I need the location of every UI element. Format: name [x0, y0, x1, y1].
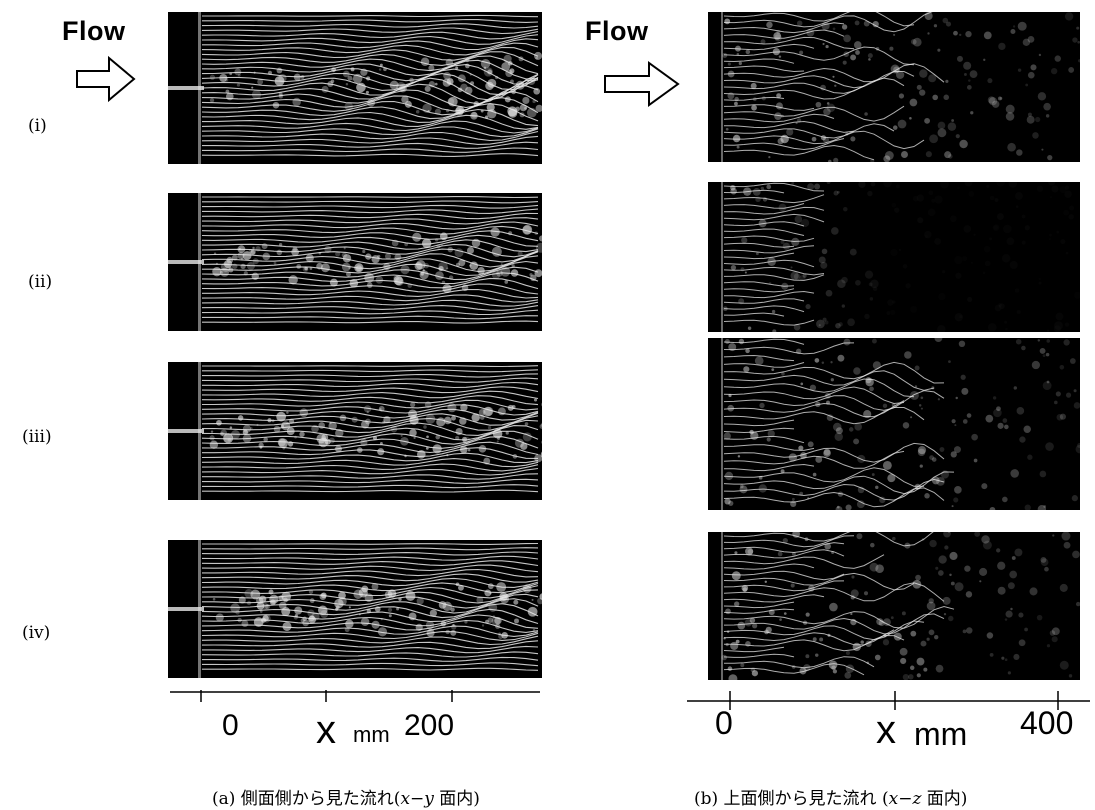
row-label-ii: (ⅱ) [28, 272, 53, 292]
caption-b-prefix: (b) 上面側から見た流れ ( [694, 789, 889, 809]
caption-a: (a) 側面側から見た流れ(x−y 面内) [212, 784, 480, 809]
side-view-photo-i [168, 12, 542, 164]
left-tick-0: 0 [222, 709, 239, 742]
caption-b-mid: − [898, 789, 913, 809]
flow-arrow-icon [76, 55, 136, 103]
top-view-photo-ii [708, 182, 1080, 332]
caption-b-var: x [888, 789, 899, 809]
caption-b-var2: z [912, 789, 922, 809]
caption-a-suffix: 面内) [433, 789, 480, 809]
caption-b-suffix: 面内) [921, 789, 968, 809]
side-view-photo-iv [168, 540, 542, 678]
caption-a-prefix: (a) 側面側から見た流れ( [212, 789, 401, 809]
caption-a-var2: y [424, 789, 434, 809]
right-x-axis [687, 691, 1090, 710]
caption-b: (b) 上面側から見た流れ (x−z 面内) [694, 784, 967, 809]
right-axis-unit: mm [914, 716, 968, 752]
right-axis-variable: x [876, 708, 896, 752]
flow-label-left: Flow [62, 16, 126, 46]
caption-a-var: x [400, 789, 411, 809]
right-tick-0: 0 [715, 705, 733, 741]
row-label-iv: (ⅳ) [22, 623, 51, 643]
right-tick-400: 400 [1020, 705, 1074, 741]
left-axis-variable: x [316, 708, 336, 752]
left-tick-200: 200 [404, 709, 455, 742]
caption-a-mid: − [410, 789, 425, 809]
flow-arrow-icon [604, 61, 680, 107]
left-axis-unit: mm [353, 722, 390, 747]
top-view-photo-iv [708, 532, 1080, 680]
top-view-photo-i [708, 12, 1080, 162]
top-view-photo-iii [708, 338, 1080, 510]
side-view-photo-iii [168, 362, 542, 500]
side-view-photo-ii [168, 193, 542, 331]
row-label-iii: (ⅲ) [22, 427, 52, 447]
flow-label-right: Flow [585, 16, 649, 46]
left-x-axis [170, 690, 540, 702]
row-label-i: (ⅰ) [28, 116, 47, 136]
